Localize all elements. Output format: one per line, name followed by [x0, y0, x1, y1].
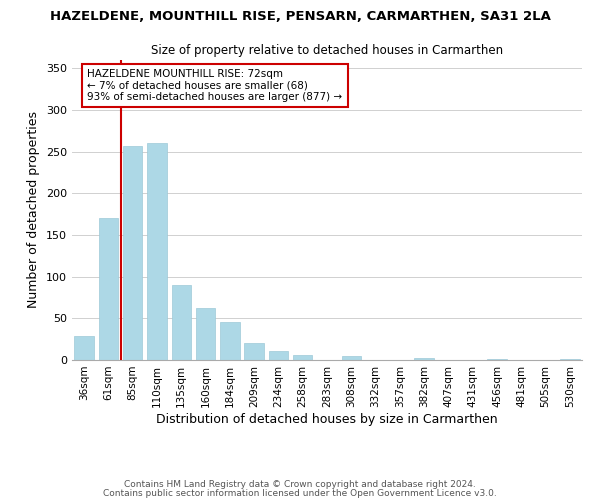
Title: Size of property relative to detached houses in Carmarthen: Size of property relative to detached ho…	[151, 44, 503, 58]
Bar	[196, 308, 215, 360]
Text: Contains HM Land Registry data © Crown copyright and database right 2024.: Contains HM Land Registry data © Crown c…	[124, 480, 476, 489]
Bar	[269, 351, 288, 360]
Bar	[99, 218, 118, 360]
Bar	[147, 144, 167, 360]
Bar	[123, 146, 142, 360]
Bar	[487, 359, 507, 360]
Y-axis label: Number of detached properties: Number of detached properties	[28, 112, 40, 308]
Bar	[244, 344, 264, 360]
Text: Contains public sector information licensed under the Open Government Licence v3: Contains public sector information licen…	[103, 488, 497, 498]
Text: HAZELDENE, MOUNTHILL RISE, PENSARN, CARMARTHEN, SA31 2LA: HAZELDENE, MOUNTHILL RISE, PENSARN, CARM…	[50, 10, 550, 23]
Text: HAZELDENE MOUNTHILL RISE: 72sqm
← 7% of detached houses are smaller (68)
93% of : HAZELDENE MOUNTHILL RISE: 72sqm ← 7% of …	[88, 69, 343, 102]
Bar	[415, 358, 434, 360]
Bar	[74, 336, 94, 360]
Bar	[293, 355, 313, 360]
Bar	[341, 356, 361, 360]
Bar	[220, 322, 239, 360]
Bar	[560, 359, 580, 360]
X-axis label: Distribution of detached houses by size in Carmarthen: Distribution of detached houses by size …	[156, 412, 498, 426]
Bar	[172, 285, 191, 360]
